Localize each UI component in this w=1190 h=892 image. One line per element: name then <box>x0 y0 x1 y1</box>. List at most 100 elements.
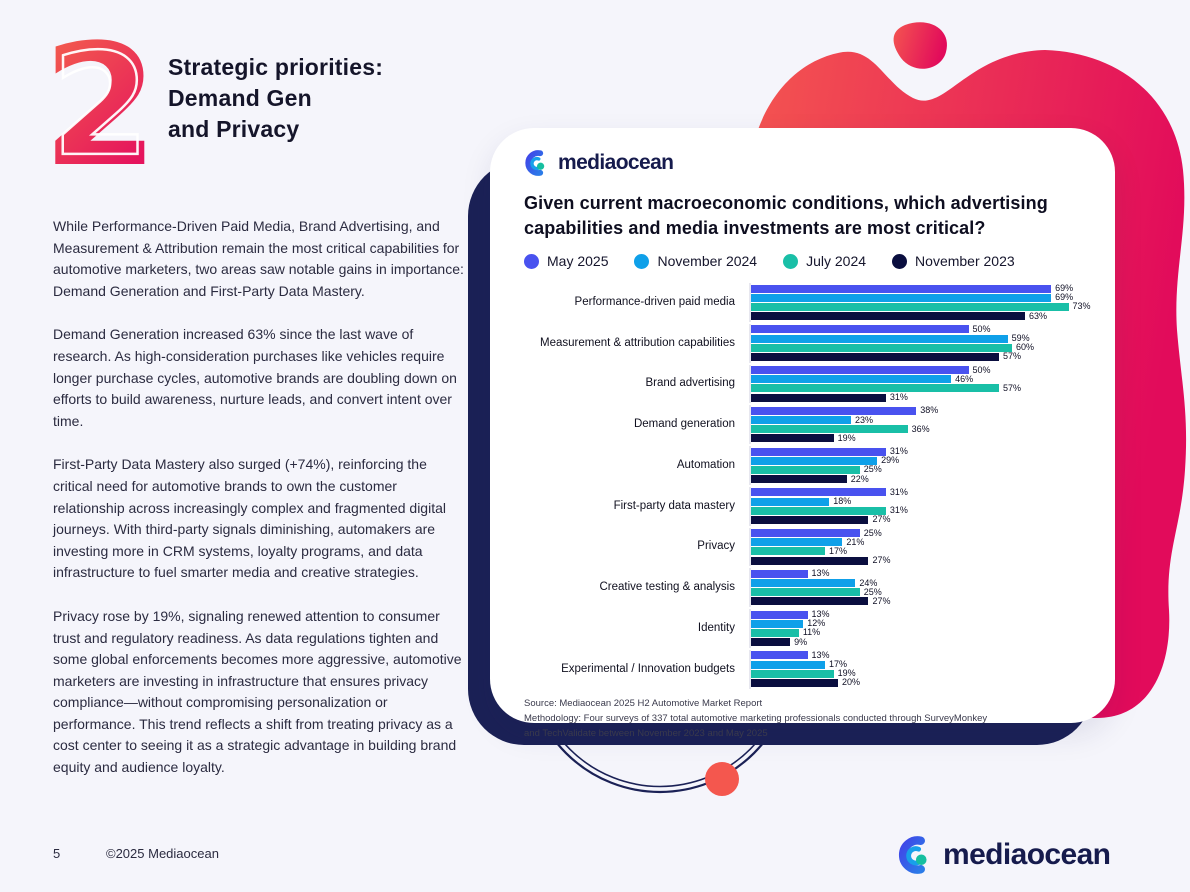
bar-line: 57% <box>751 383 1099 393</box>
bar <box>751 597 869 606</box>
bar-line: 38% <box>751 406 1099 415</box>
value-label: 17% <box>828 659 847 670</box>
bar <box>751 366 969 375</box>
bar <box>751 293 1052 302</box>
value-label: 9% <box>794 636 808 647</box>
bar-line: 60% <box>751 343 1099 352</box>
category-label: Automation <box>676 458 735 471</box>
bar-line: 57% <box>751 352 1099 361</box>
bar <box>751 425 908 434</box>
source-note: Source: Mediaocean 2025 H2 Automotive Ma… <box>524 696 1099 741</box>
bar <box>751 475 847 484</box>
chart-row: Performance-driven paid media 69% 69% 73% 63… <box>524 283 1099 322</box>
chart-row: Creative testing & analysis 13% 24% 25% 27% <box>524 568 1099 607</box>
value-label: 13% <box>811 609 830 620</box>
bar-line: 29% <box>751 456 1099 465</box>
copyright-text: ©2025 Mediaocean <box>106 846 219 861</box>
legend-dot <box>524 253 539 269</box>
chart-title-line: capabilities and media investments are m… <box>524 218 986 238</box>
bar-group: 50% 46% 57% 31% <box>749 364 1099 404</box>
bar <box>751 588 860 597</box>
bar-line: 12% <box>751 619 1099 628</box>
bar-line: 22% <box>751 474 1099 484</box>
category-label: Demand generation <box>633 418 735 431</box>
value-label: 36% <box>911 423 930 434</box>
bar-line: 31% <box>751 486 1099 497</box>
source-line: Methodology: Four surveys of 337 total a… <box>524 712 988 724</box>
value-label: 25% <box>863 586 882 597</box>
legend-dot <box>783 253 799 269</box>
bar-group: 31% 18% 31% 27% <box>749 486 1099 526</box>
bar <box>751 610 808 619</box>
legend-item: May 2025 <box>524 253 608 269</box>
chart-card: mediaocean Given current macroeconomic c… <box>490 128 1115 739</box>
bar-line: 59% <box>751 334 1099 343</box>
category-label: Performance-driven paid media <box>574 295 735 308</box>
mediaocean-logo: mediaocean <box>524 150 1099 176</box>
bar-line: 27% <box>751 515 1099 524</box>
bar <box>751 302 1069 311</box>
chart-row: Brand advertising 50% 46% 57% 31% <box>524 364 1099 404</box>
bar <box>751 678 838 687</box>
mediaocean-wordmark: mediaocean <box>943 838 1111 871</box>
mediaocean-wordmark: mediaocean <box>558 151 674 174</box>
bar-line: 50% <box>751 365 1099 375</box>
value-label: 31% <box>889 486 908 497</box>
page-title-line: Strategic priorities: <box>168 54 384 80</box>
bar <box>751 352 999 361</box>
value-label: 57% <box>1002 351 1021 362</box>
value-label: 17% <box>828 545 847 556</box>
bar <box>751 651 808 660</box>
body-paragraph: First-Party Data Mastery also surged (+7… <box>53 456 446 581</box>
body-paragraph: Demand Generation increased 63% since th… <box>53 326 457 429</box>
bar-line: 17% <box>751 660 1099 669</box>
bar-line: 31% <box>751 393 1099 402</box>
chart-row: Experimental / Innovation budgets 13% 17% 1… <box>524 649 1099 689</box>
legend-label: May 2025 <box>547 253 609 269</box>
value-label: 18% <box>833 496 852 507</box>
bar-line: 46% <box>751 374 1099 384</box>
mediaocean-logo-icon <box>899 836 927 874</box>
section-number-outline: 2 <box>50 22 151 188</box>
bar <box>751 538 843 547</box>
category-label: Privacy <box>697 540 735 553</box>
value-label: 31% <box>889 446 908 457</box>
chart-row: First-party data mastery 31% 18% 31% 27% <box>524 486 1099 526</box>
bar <box>751 506 886 515</box>
bar-line: 36% <box>751 423 1099 434</box>
bar-line: 69% <box>751 284 1099 293</box>
bar <box>751 669 834 678</box>
value-label: 27% <box>872 514 891 525</box>
page-title-line: Demand Gen <box>168 85 312 111</box>
bar <box>751 547 825 556</box>
mediaocean-logo-footer: mediaocean <box>897 836 1111 874</box>
chart-row: Demand generation 38% 23% 36% 19% <box>524 405 1099 444</box>
bar-group: 13% 17% 19% 20% <box>749 649 1099 689</box>
bar <box>751 456 878 465</box>
bar-line: 31% <box>751 447 1099 456</box>
bar-group: 13% 12% 11% 9% <box>749 609 1099 648</box>
bar <box>751 375 952 384</box>
bar-line: 9% <box>751 636 1099 647</box>
bar-line: 63% <box>751 311 1099 321</box>
bar <box>751 434 834 443</box>
bar-line: 17% <box>751 545 1099 556</box>
body-copy: While Performance-Driven Paid Media, Bra… <box>53 216 468 801</box>
body-paragraph: While Performance-Driven Paid Media, Bra… <box>53 218 464 299</box>
value-label: 69% <box>1055 292 1074 303</box>
bar-chart: Performance-driven paid media 69% 69% 73% 63… <box>524 283 1099 689</box>
value-label: 59% <box>1011 333 1030 344</box>
legend-item: November 2024 <box>634 253 757 269</box>
chart-row: Identity 13% 12% 11% 9% <box>524 609 1099 648</box>
value-label: 31% <box>889 392 908 403</box>
bar-line: 19% <box>751 433 1099 443</box>
bar <box>751 529 860 538</box>
bar <box>751 343 1012 352</box>
bar <box>751 334 1008 343</box>
bar-group: 31% 29% 25% 22% <box>749 446 1099 485</box>
bar <box>751 497 830 506</box>
bar-group: 50% 59% 60% 57% <box>749 323 1099 363</box>
category-label: Measurement & attribution capabilities <box>540 336 735 349</box>
value-label: 20% <box>842 677 861 688</box>
